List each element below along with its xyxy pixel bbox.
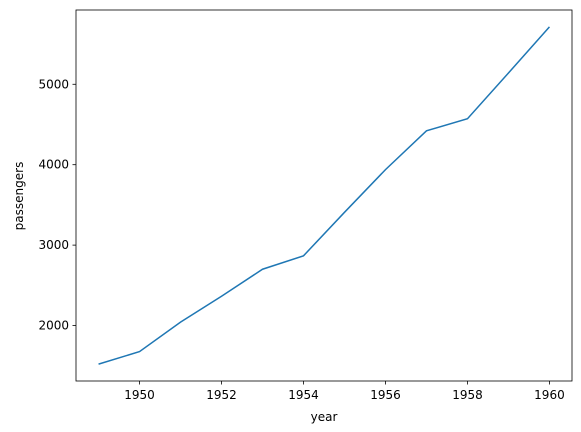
y-tick-label: 2000	[38, 319, 69, 333]
y-tick-label: 5000	[38, 77, 69, 91]
x-tick-label: 1954	[288, 388, 319, 402]
x-tick-label: 1952	[206, 388, 237, 402]
data-line	[98, 26, 551, 365]
x-axis-label: year	[311, 410, 338, 424]
x-tick-label: 1960	[534, 388, 565, 402]
y-tick-label: 3000	[38, 238, 69, 252]
plot-frame	[75, 9, 573, 382]
x-tick-label: 1950	[124, 388, 155, 402]
x-tick-label: 1958	[452, 388, 483, 402]
y-axis-label: passengers	[12, 162, 26, 231]
y-tick-label: 4000	[38, 158, 69, 172]
x-tick-label: 1956	[370, 388, 401, 402]
